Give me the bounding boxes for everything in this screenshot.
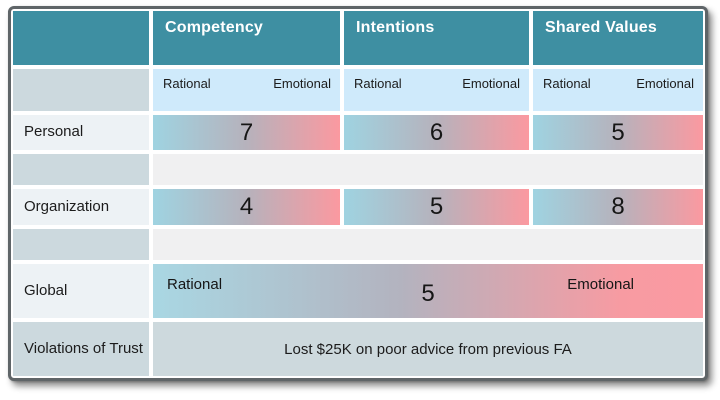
spacer-label-cell <box>13 154 149 185</box>
score-bar-personal-shared-values: 5 <box>533 115 703 150</box>
score-value: 5 <box>429 193 444 220</box>
scale-cell-shared-values: Rational Emotional <box>533 69 703 111</box>
spacer-label-cell <box>13 229 149 260</box>
emotional-label: Emotional <box>462 76 520 91</box>
header-label: Shared Values <box>545 19 657 36</box>
score-bar-personal-competency: 7 <box>153 115 340 150</box>
header-corner-cell <box>13 11 149 65</box>
scale-cell-intentions: Rational Emotional <box>344 69 529 111</box>
score-bar-organization-shared-values: 8 <box>533 189 703 225</box>
table-grid: Competency Intentions Shared Values Rati… <box>13 11 703 376</box>
subheader-corner-cell <box>13 69 149 111</box>
row-label-violations-of-trust: Violations of Trust <box>13 322 149 376</box>
row-label-global: Global <box>13 264 149 318</box>
trust-matrix-table: Competency Intentions Shared Values Rati… <box>8 6 708 381</box>
score-value: 5 <box>611 118 625 146</box>
row-label-personal: Personal <box>13 115 149 150</box>
emotional-label: Emotional <box>636 76 694 91</box>
header-label: Competency <box>165 19 264 36</box>
spacer-row <box>153 229 703 260</box>
score-bar-global: Rational 5 Emotional <box>153 264 703 318</box>
score-bar-personal-intentions: 6 <box>344 115 529 150</box>
score-value: 4 <box>239 193 254 220</box>
rational-label: Rational <box>163 76 211 91</box>
scale-cell-competency: Rational Emotional <box>153 69 340 111</box>
violations-text: Lost $25K on poor advice from previous F… <box>284 340 572 358</box>
score-value: 8 <box>611 193 625 220</box>
row-label-organization: Organization <box>13 189 149 225</box>
score-bar-organization-intentions: 5 <box>344 189 529 225</box>
header-cell-intentions: Intentions <box>344 11 529 65</box>
header-label: Intentions <box>356 19 435 36</box>
score-value: 5 <box>421 280 435 307</box>
emotional-label: Emotional <box>273 76 331 91</box>
score-value: 7 <box>239 118 254 146</box>
violations-text-cell: Lost $25K on poor advice from previous F… <box>153 322 703 376</box>
emotional-label: Emotional <box>567 276 634 293</box>
rational-label: Rational <box>354 76 402 91</box>
score-bar-organization-competency: 4 <box>153 189 340 225</box>
header-cell-shared-values: Shared Values <box>533 11 703 65</box>
score-value: 6 <box>429 118 444 146</box>
rational-label: Rational <box>167 276 223 293</box>
header-cell-competency: Competency <box>153 11 340 65</box>
rational-label: Rational <box>543 76 591 91</box>
spacer-row <box>153 154 703 185</box>
